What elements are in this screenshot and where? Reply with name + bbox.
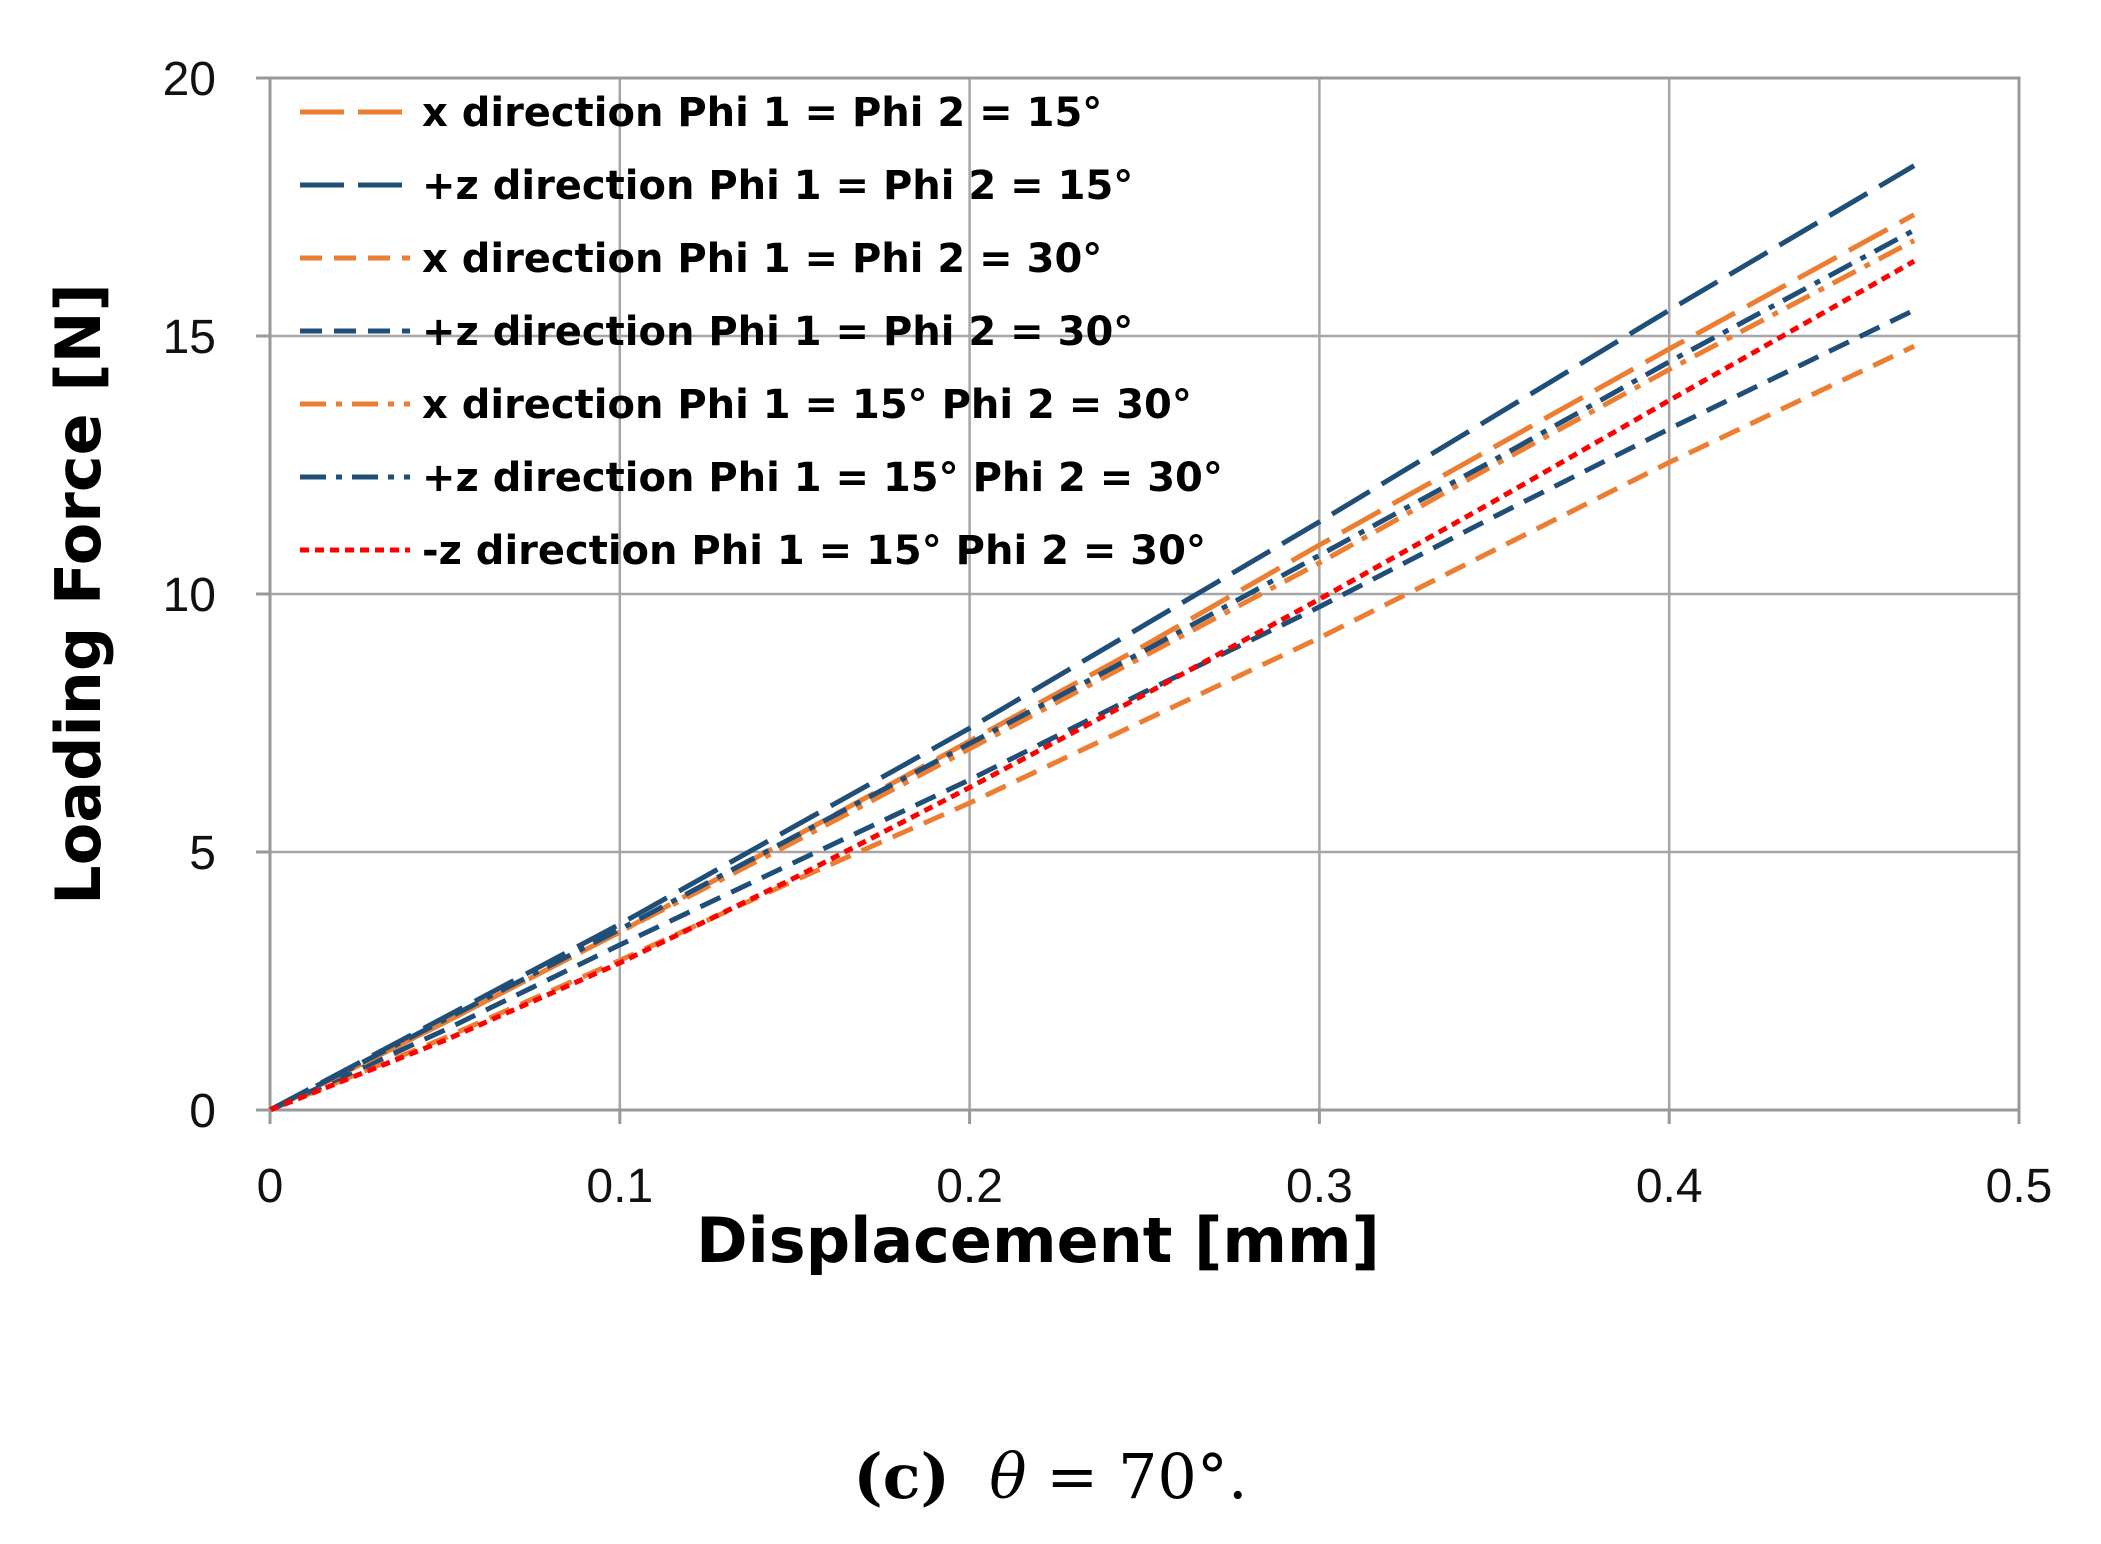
series-lines [268, 163, 1916, 1113]
figure-caption: (c) θ = 70°. [0, 1440, 2101, 1513]
y-tick-label: 0 [189, 1085, 216, 1138]
y-tick-label: 5 [189, 827, 216, 880]
series-line-3 [269, 344, 1916, 1113]
caption-theta: θ [989, 1440, 1027, 1513]
x-tick-label: 0.3 [1286, 1160, 1353, 1213]
x-tick-label: 0.5 [1986, 1160, 2053, 1213]
series-line-5 [268, 238, 1916, 1113]
gridlines [268, 76, 2021, 1112]
legend-label-3: x direction Phi 1 = Phi 2 = 30° [422, 236, 1102, 282]
series-line-6 [268, 227, 1916, 1113]
series-line-1 [268, 212, 1916, 1113]
legend-label-1: x direction Phi 1 = Phi 2 = 15° [422, 90, 1102, 136]
x-tick-label: 0.2 [936, 1160, 1003, 1213]
x-tick-label: 0.1 [586, 1160, 653, 1213]
x-axis-ticks: 0 0.1 0.2 0.3 0.4 0.5 [257, 1110, 2053, 1213]
caption-label: (c) [853, 1440, 950, 1513]
y-tick-label: 10 [163, 569, 216, 622]
legend-label-6: +z direction Phi 1 = 15° Phi 2 = 30° [422, 455, 1223, 501]
y-tick-label: 20 [163, 53, 216, 106]
y-axis-ticks: 0 5 10 15 20 [163, 53, 270, 1138]
series-line-4 [268, 307, 1916, 1113]
caption-equation: = 70°. [1026, 1440, 1248, 1513]
legend: x direction Phi 1 = Phi 2 = 15° +z direct… [300, 90, 1223, 574]
legend-label-5: x direction Phi 1 = 15° Phi 2 = 30° [422, 382, 1192, 428]
legend-label-2: +z direction Phi 1 = Phi 2 = 15° [422, 163, 1133, 209]
legend-label-7: -z direction Phi 1 = 15° Phi 2 = 30° [422, 528, 1206, 574]
y-axis-title: Loading Force [N] [42, 283, 115, 905]
x-tick-label: 0.4 [1636, 1160, 1703, 1213]
y-tick-label: 15 [163, 311, 216, 364]
legend-label-4: +z direction Phi 1 = Phi 2 = 30° [422, 309, 1133, 355]
x-tick-label: 0 [257, 1160, 284, 1213]
series-line-2 [268, 163, 1916, 1113]
x-axis-title: Displacement [mm] [696, 1204, 1380, 1277]
